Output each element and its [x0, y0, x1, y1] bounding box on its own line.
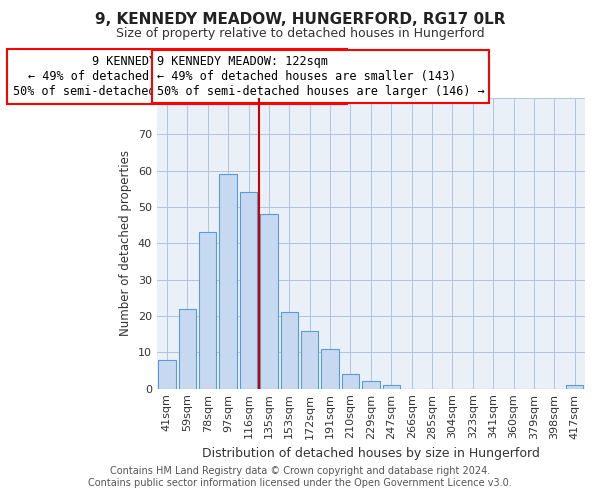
- Text: 9 KENNEDY MEADOW: 122sqm
← 49% of detached houses are smaller (143)
50% of semi-: 9 KENNEDY MEADOW: 122sqm ← 49% of detach…: [13, 55, 341, 98]
- Bar: [301, 330, 319, 388]
- Bar: [220, 174, 237, 388]
- Bar: [199, 232, 217, 388]
- Bar: [281, 312, 298, 388]
- Text: Size of property relative to detached houses in Hungerford: Size of property relative to detached ho…: [116, 28, 484, 40]
- Text: Contains HM Land Registry data © Crown copyright and database right 2024.
Contai: Contains HM Land Registry data © Crown c…: [88, 466, 512, 487]
- Bar: [322, 348, 339, 389]
- Text: 9, KENNEDY MEADOW, HUNGERFORD, RG17 0LR: 9, KENNEDY MEADOW, HUNGERFORD, RG17 0LR: [95, 12, 505, 28]
- X-axis label: Distribution of detached houses by size in Hungerford: Distribution of detached houses by size …: [202, 447, 540, 460]
- Bar: [566, 385, 583, 388]
- Bar: [383, 385, 400, 388]
- Bar: [362, 382, 380, 388]
- Text: 9 KENNEDY MEADOW: 122sqm
← 49% of detached houses are smaller (143)
50% of semi-: 9 KENNEDY MEADOW: 122sqm ← 49% of detach…: [157, 55, 484, 98]
- Bar: [179, 308, 196, 388]
- Bar: [158, 360, 176, 388]
- Bar: [260, 214, 278, 388]
- Bar: [240, 192, 257, 388]
- Y-axis label: Number of detached properties: Number of detached properties: [119, 150, 132, 336]
- Bar: [342, 374, 359, 388]
